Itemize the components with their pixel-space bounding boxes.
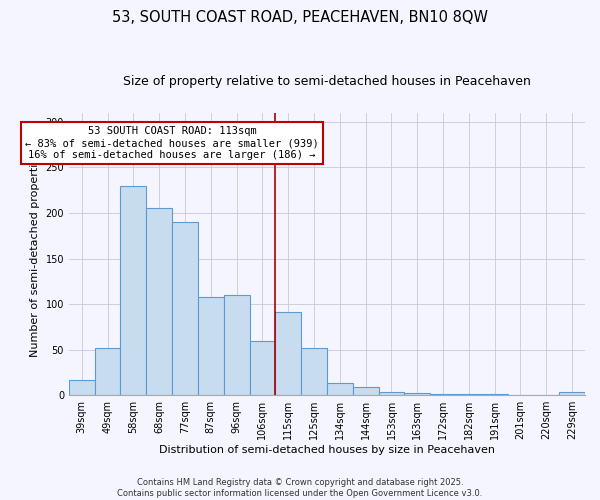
Bar (559, 392, 585, 395)
Bar (404, 394, 430, 395)
Bar (95, 348, 121, 395)
Text: Contains HM Land Registry data © Crown copyright and database right 2025.
Contai: Contains HM Land Registry data © Crown c… (118, 478, 482, 498)
Y-axis label: Number of semi-detached properties: Number of semi-detached properties (30, 151, 40, 357)
Bar (456, 394, 482, 395)
Bar (172, 222, 198, 395)
Bar (275, 312, 301, 395)
Bar (482, 394, 508, 395)
Bar (301, 348, 327, 395)
Bar (353, 387, 379, 395)
Bar (379, 392, 404, 395)
Bar (69, 380, 95, 395)
Bar (250, 342, 275, 395)
Bar (327, 384, 353, 395)
Bar (224, 295, 250, 395)
X-axis label: Distribution of semi-detached houses by size in Peacehaven: Distribution of semi-detached houses by … (159, 445, 495, 455)
Bar (121, 186, 146, 395)
Title: Size of property relative to semi-detached houses in Peacehaven: Size of property relative to semi-detach… (123, 75, 531, 88)
Bar (198, 297, 224, 395)
Bar (430, 394, 456, 395)
Bar (146, 208, 172, 395)
Text: 53 SOUTH COAST ROAD: 113sqm
← 83% of semi-detached houses are smaller (939)
16% : 53 SOUTH COAST ROAD: 113sqm ← 83% of sem… (25, 126, 319, 160)
Text: 53, SOUTH COAST ROAD, PEACEHAVEN, BN10 8QW: 53, SOUTH COAST ROAD, PEACEHAVEN, BN10 8… (112, 10, 488, 25)
